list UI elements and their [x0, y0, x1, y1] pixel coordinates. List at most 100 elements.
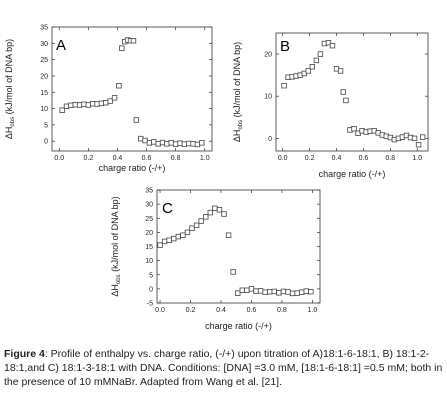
data-point — [171, 235, 177, 242]
data-point — [337, 68, 344, 74]
data-point — [230, 269, 236, 275]
y-tick-label: 10 — [264, 94, 272, 101]
x-tick-label: 0.6 — [359, 155, 369, 162]
data-point — [317, 51, 324, 57]
data-point — [285, 289, 291, 295]
y-tick-label: 0 — [44, 139, 48, 146]
data-point — [303, 288, 309, 294]
y-axis-label-units: (kJ/mol of DNA bp) — [232, 42, 242, 120]
data-point — [133, 117, 140, 123]
y-tick-label: 5 — [44, 122, 48, 129]
y-axis-label-main: ΔH — [110, 284, 120, 297]
y-axis-label: ΔHobs (kJ/mol of DNA bp) — [4, 39, 16, 139]
data-point — [305, 68, 311, 74]
plot-frame — [156, 189, 321, 304]
y-axis-label-units: (kJ/mol of DNA bp) — [4, 39, 14, 117]
data-point — [415, 141, 422, 148]
caption-label: Figure 4 — [4, 348, 45, 360]
data-point — [199, 140, 205, 146]
chart-c: 0.0 0.2 0.4 0.6 0.8 1.0 -5 0 5 10 15 20 25 30 35 charge… — [110, 188, 321, 331]
y-tick-label: 30 — [145, 202, 153, 209]
x-tick-label: 0.8 — [171, 155, 181, 162]
x-tick-label: 1.0 — [200, 155, 210, 162]
y-tick-label: 35 — [40, 25, 48, 32]
data-point — [198, 218, 204, 224]
y-axis-label: ΔHobs (kJ/mol of DNA bp) — [232, 42, 244, 142]
data-point — [130, 38, 137, 44]
data-point — [343, 97, 349, 104]
data-point — [193, 222, 200, 229]
x-axis-label: charge ratio (-/+) — [205, 321, 272, 331]
y-tick-label: -5 — [147, 301, 153, 308]
y-tick-label: 25 — [40, 57, 48, 64]
data-point — [225, 232, 232, 238]
data-point — [289, 290, 296, 297]
y-axis-label-sub: obs — [238, 120, 244, 130]
x-tick-label: 0.4 — [332, 155, 342, 162]
plot-frame — [51, 26, 213, 152]
data-point — [294, 290, 300, 296]
caption-text: : Profile of enthalpy vs. charge ratio, … — [4, 348, 443, 388]
y-tick-label: 15 — [40, 90, 48, 97]
plot-frame — [275, 32, 429, 152]
y-tick-label: 25 — [145, 216, 153, 223]
data-point — [325, 39, 332, 46]
x-tick-label: 0.4 — [113, 155, 123, 162]
data-point — [189, 225, 195, 231]
data-point — [119, 45, 125, 51]
x-tick-label: 0.2 — [186, 307, 196, 314]
panel-label: C — [162, 200, 173, 217]
data-point — [157, 242, 163, 248]
data-point — [308, 288, 314, 295]
y-tick-label: 5 — [149, 272, 153, 279]
data-point — [111, 95, 118, 101]
panel-label: B — [280, 38, 290, 55]
data-point — [248, 286, 255, 292]
x-tick-label: 0.6 — [142, 155, 152, 162]
x-tick-label: 0.8 — [277, 307, 287, 314]
data-point — [221, 211, 227, 217]
data-point — [309, 64, 316, 70]
chart-b: 0.0 0.2 0.4 0.6 0.8 1.0 0 10 20 charge ratio (-/+… — [232, 32, 429, 179]
y-axis-label-main: ΔH — [232, 130, 242, 143]
x-tick-label: 0.0 — [54, 155, 64, 162]
y-tick-label: 30 — [40, 41, 48, 48]
y-axis-label-units: (kJ/mol of DNA bp) — [110, 196, 120, 274]
data-point — [351, 125, 357, 132]
y-tick-label: 10 — [145, 258, 153, 265]
y-tick-label: 35 — [145, 188, 153, 195]
data-point — [313, 57, 320, 64]
y-tick-label: 15 — [145, 244, 153, 251]
data-point — [257, 288, 264, 294]
x-tick-label: 1.0 — [308, 307, 318, 314]
x-tick-label: 0.4 — [216, 307, 226, 314]
data-point — [216, 207, 223, 213]
data-point — [267, 288, 273, 295]
y-tick-label: 0 — [149, 286, 153, 293]
chart-a: 0.0 0.2 0.4 0.6 0.8 1.0 0 5 10 15 20 25 30 35 charge r… — [4, 25, 213, 173]
data-point — [280, 288, 287, 295]
data-point — [180, 232, 186, 238]
data-point — [253, 288, 259, 294]
data-point — [262, 289, 268, 295]
data-point — [235, 290, 241, 296]
x-tick-label: 0.2 — [305, 155, 315, 162]
x-tick-label: 0.2 — [83, 155, 93, 162]
data-point — [299, 289, 305, 295]
x-tick-label: 0.0 — [155, 307, 165, 314]
data-point — [59, 107, 65, 113]
data-point — [271, 288, 277, 295]
data-point — [329, 42, 336, 49]
y-tick-label: 10 — [40, 106, 48, 113]
x-tick-label: 1.0 — [412, 155, 422, 162]
data-point — [411, 135, 418, 142]
y-tick-label: 0 — [268, 136, 272, 143]
data-point — [207, 209, 214, 216]
y-tick-label: 20 — [40, 73, 48, 80]
y-axis-label-main: ΔH — [4, 127, 14, 140]
y-tick-label: 20 — [145, 230, 153, 237]
data-point — [184, 229, 191, 236]
data-point — [244, 287, 250, 293]
y-axis-label: ΔHobs (kJ/mol of DNA bp) — [110, 196, 122, 296]
panel-label: A — [56, 37, 66, 54]
